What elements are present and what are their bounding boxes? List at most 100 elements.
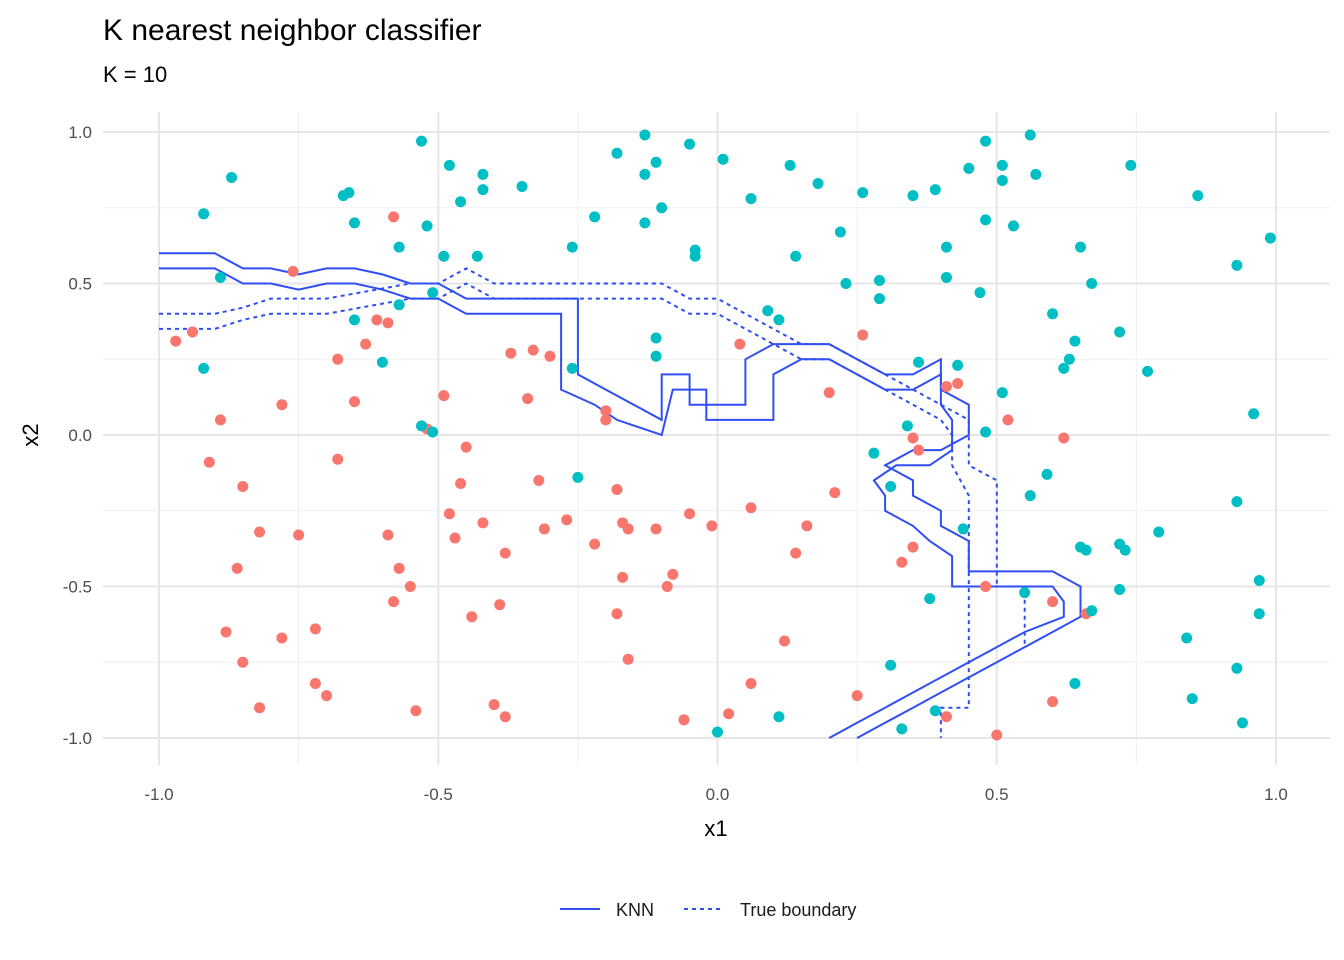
point-class-b (762, 305, 774, 317)
point-class-b (1069, 335, 1081, 347)
point-class-b (868, 447, 880, 459)
point-class-a (187, 326, 199, 338)
grid (103, 112, 1330, 765)
point-class-a (332, 353, 344, 365)
point-class-a (589, 538, 601, 550)
point-class-b (1231, 496, 1243, 508)
point-class-b (438, 250, 450, 262)
point-class-a (276, 632, 288, 644)
point-class-b (812, 178, 824, 190)
point-class-b (226, 171, 238, 183)
point-class-a (332, 453, 344, 465)
point-class-a (611, 484, 623, 496)
legend: KNN True boundary (560, 900, 856, 920)
point-class-b (834, 226, 846, 238)
point-class-b (963, 162, 975, 174)
point-class-b (1236, 717, 1248, 729)
point-class-b (717, 153, 729, 165)
chart-title: K nearest neighbor classifier (103, 14, 482, 47)
axis-ticks: -1.0 -0.5 0.0 0.5 1.0 1.0 0.5 0.0 -0.5 -1.0 (63, 123, 1288, 804)
point-class-a (477, 517, 489, 529)
point-class-b (684, 138, 696, 150)
point-class-a (650, 523, 662, 535)
point-class-a (790, 547, 802, 559)
y-tick-label: 0.0 (68, 426, 92, 445)
point-class-a (745, 677, 757, 689)
point-class-a (980, 581, 992, 592)
point-class-b (415, 420, 427, 432)
point-class-a (220, 626, 232, 638)
point-class-a (617, 571, 629, 583)
point-class-a (237, 656, 249, 668)
point-class-a (706, 520, 718, 532)
point-class-b (393, 241, 405, 253)
point-class-b (516, 181, 528, 193)
point-class-a (829, 487, 841, 499)
point-class-b (901, 420, 913, 432)
point-class-a (678, 714, 690, 726)
point-class-b (589, 211, 601, 223)
point-class-b (1114, 326, 1126, 338)
point-class-a (466, 611, 478, 623)
point-class-b (996, 174, 1008, 186)
point-class-b (650, 350, 662, 362)
point-class-b (924, 593, 936, 605)
y-tick-label: 0.5 (68, 275, 92, 294)
point-class-a (443, 508, 455, 520)
y-tick-label: -1.0 (63, 729, 92, 748)
point-class-b (639, 168, 651, 180)
point-class-b (784, 159, 796, 171)
point-class-a (388, 211, 400, 223)
point-class-b (566, 362, 578, 374)
point-class-a (622, 523, 634, 535)
point-class-a (940, 711, 952, 723)
point-class-a (309, 677, 321, 689)
point-class-a (237, 481, 249, 493)
point-class-b (1080, 544, 1092, 556)
point-class-b (1069, 677, 1081, 689)
point-class-b (1008, 220, 1020, 232)
point-class-b (1114, 584, 1126, 596)
point-class-b (1063, 353, 1075, 365)
point-class-a (913, 444, 925, 456)
point-class-b (1086, 278, 1098, 289)
point-class-a (522, 393, 534, 405)
point-class-b (980, 214, 992, 226)
point-class-b (198, 208, 210, 220)
point-class-b (471, 250, 483, 262)
legend-knn-label: KNN (616, 900, 654, 920)
point-class-a (438, 390, 450, 402)
point-class-a (455, 477, 467, 489)
point-class-a (940, 381, 952, 393)
knn-boundary-line (159, 252, 1082, 739)
point-class-a (494, 599, 506, 611)
point-class-b (885, 659, 897, 671)
point-class-a (360, 338, 372, 350)
point-class-b (639, 129, 651, 141)
boundary-lines (159, 252, 1082, 739)
data-points (170, 129, 1276, 741)
point-class-a (1058, 432, 1070, 444)
legend-true-boundary-label: True boundary (740, 900, 856, 920)
point-class-b (393, 299, 405, 311)
point-class-b (656, 202, 668, 214)
point-class-b (857, 187, 869, 199)
point-class-a (622, 653, 634, 665)
point-class-a (533, 474, 545, 486)
point-class-b (1181, 632, 1193, 644)
point-class-a (348, 396, 360, 408)
point-class-b (198, 362, 210, 374)
x-tick-label: -0.5 (424, 785, 453, 804)
point-class-b (1125, 159, 1137, 171)
point-class-b (1075, 241, 1087, 253)
point-class-b (913, 356, 925, 368)
point-class-a (734, 338, 746, 350)
x-tick-label: 0.5 (985, 785, 1009, 804)
y-tick-label: 1.0 (68, 123, 92, 142)
point-class-a (287, 265, 299, 277)
point-class-b (940, 271, 952, 283)
point-class-b (455, 196, 467, 208)
point-class-b (929, 184, 941, 196)
point-class-b (885, 481, 897, 493)
